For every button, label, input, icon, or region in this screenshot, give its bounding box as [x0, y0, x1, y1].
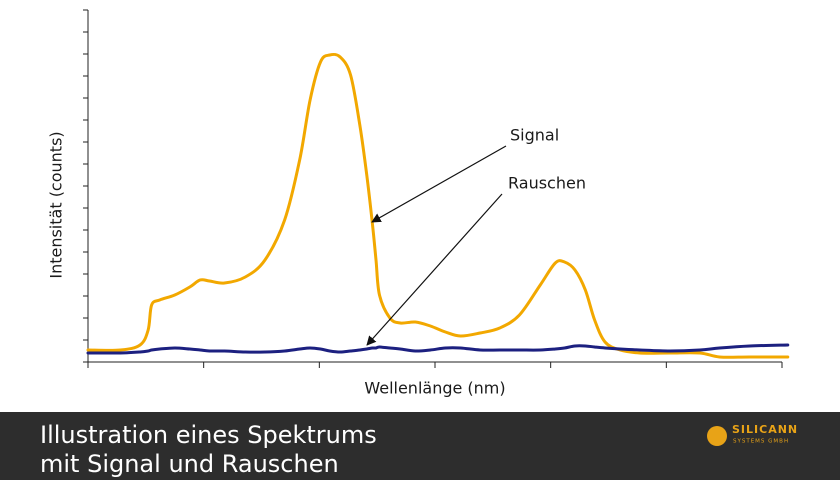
- annotation: Rauschen: [508, 174, 586, 193]
- logo-icon: [707, 426, 727, 446]
- footer-title: mit Signal und Rauschen: [40, 450, 339, 478]
- annotation-arrow: [366, 193, 503, 346]
- x-axis-label: Wellenlänge (nm): [364, 379, 505, 398]
- logo-text: SILICANN: [732, 423, 798, 436]
- series-line: [86, 343, 790, 355]
- logo-subtext: SYSTEMS GMBH: [733, 439, 789, 445]
- annotation-arrow: [371, 145, 507, 223]
- footer-title: Illustration eines Spektrums: [40, 421, 377, 449]
- y-axis-label: Intensität (counts): [47, 131, 66, 278]
- annotation: Signal: [510, 126, 559, 145]
- series-line: [86, 52, 790, 359]
- footer-bar: [0, 412, 840, 480]
